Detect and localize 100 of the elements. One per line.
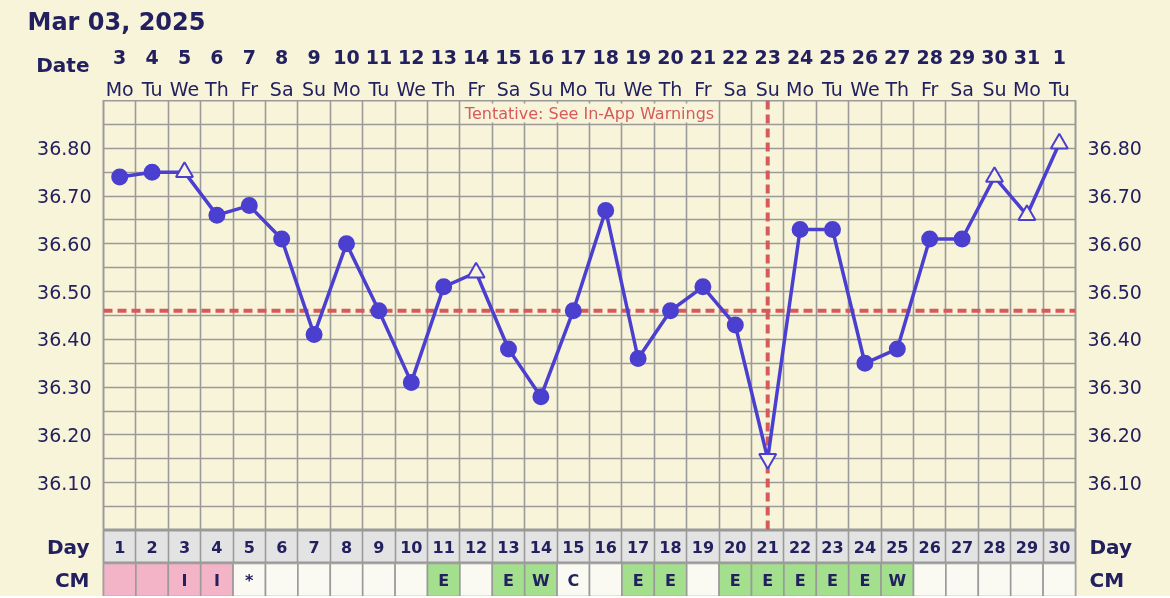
x-tick-label: 22 (722, 46, 749, 69)
text: Tu (367, 77, 390, 100)
point (953, 230, 971, 248)
text: Tu (821, 77, 843, 100)
text: Th (430, 77, 456, 100)
point (370, 302, 388, 320)
y-tick-label: 36.70 (37, 185, 92, 208)
point (500, 340, 517, 358)
text: We (396, 77, 426, 100)
x-tick-label: 10 (333, 46, 360, 69)
point (662, 302, 679, 320)
x2-tick-label: 12 (464, 538, 488, 557)
point (791, 221, 809, 238)
x-tick-label: E (762, 570, 774, 590)
x2-tick-label: 5 (243, 538, 255, 557)
point (985, 166, 1004, 183)
y2-tick-label: 36.30 (1087, 376, 1142, 399)
point (824, 221, 841, 238)
text: Fr (467, 77, 485, 100)
text: Tu (1047, 77, 1070, 100)
x2-tick-label: 27 (950, 538, 974, 557)
x-tick-label: E (632, 570, 644, 590)
y-tick-label: 36.20 (37, 423, 92, 446)
x2-tick-label: 9 (373, 538, 385, 557)
text: Mo (1012, 77, 1041, 100)
x2-tick-label: 28 (983, 538, 1006, 557)
y-tick-label: 36.80 (37, 137, 92, 160)
point (532, 388, 550, 406)
x2-tick-label: 19 (691, 538, 715, 557)
x-tick-label: W (532, 570, 551, 590)
x2-tick-label: 23 (821, 538, 844, 557)
x-tick-label: 13 (430, 46, 457, 69)
x2-tick-label: 16 (594, 538, 617, 557)
x-tick-label: E (503, 570, 514, 590)
x-tick-label: 25 (819, 46, 846, 69)
x-tick-label: 30 (981, 46, 1008, 69)
point (111, 168, 129, 186)
x2-tick-label: 8 (340, 538, 353, 557)
x2-tick-label: 18 (659, 538, 682, 557)
x-tick-label: E (859, 570, 871, 590)
x-tick-label: 5 (177, 46, 192, 69)
x2-tick-label: 29 (1015, 538, 1039, 557)
x2-tick-label: 14 (529, 538, 553, 557)
point (143, 163, 161, 181)
annotation: Tentative: See In-App Warnings (463, 103, 715, 123)
text: Th (204, 77, 229, 100)
text: We (623, 77, 653, 100)
x-tick-label: I (213, 570, 220, 590)
x-tick-label: * (245, 570, 255, 590)
point (694, 278, 712, 296)
text: We (169, 77, 200, 100)
chart-title: Mar 03, 2025 (27, 7, 206, 36)
x-tick-label: 23 (754, 46, 781, 69)
x2-tick-label: 15 (562, 538, 585, 557)
point (564, 302, 582, 320)
x2-tick-label: 22 (788, 538, 812, 557)
point (1017, 204, 1037, 222)
x2-tick-label: 25 (886, 538, 909, 557)
point (888, 340, 906, 358)
x-tick-label: 8 (275, 46, 289, 69)
text: Sa (950, 77, 974, 100)
x-tick-label: C (567, 570, 580, 590)
x2-tick-label: 11 (432, 538, 455, 557)
y2-tick-label: 36.40 (1087, 328, 1142, 351)
y2-tick-label: 36.60 (1087, 232, 1142, 255)
x-tick-label: 19 (624, 46, 652, 69)
point (629, 350, 647, 367)
text: Fr (240, 77, 259, 100)
point (1049, 132, 1069, 150)
x2-axis-title: Day (46, 535, 90, 559)
x-tick-label: W (888, 570, 907, 590)
y-tick-label: 36.10 (37, 471, 92, 494)
x2-tick-label: 24 (853, 538, 877, 557)
chart-title: CM (1089, 568, 1125, 592)
x-tick-label: 21 (689, 46, 717, 69)
x2-tick-label: 30 (1048, 538, 1071, 557)
point (856, 354, 874, 372)
text: Fr (694, 77, 712, 100)
text: Sa (723, 77, 748, 100)
x-tick-label: 9 (307, 46, 321, 69)
text: Su (982, 77, 1007, 100)
x2-tick-label: 17 (626, 538, 650, 557)
x-tick-label: 6 (210, 46, 224, 69)
x-tick-label: 7 (242, 46, 256, 69)
x-axis-title: Date (36, 52, 90, 77)
text: We (850, 77, 880, 100)
x-tick-label: 4 (145, 46, 159, 69)
x-tick-label: 3 (113, 46, 127, 69)
x2-tick-label: 26 (918, 538, 941, 557)
text: Mo (105, 77, 134, 100)
y-tick-label: 36.40 (37, 328, 92, 351)
text: Mo (786, 77, 815, 100)
text: Su (302, 77, 327, 100)
x-tick-label: 1 (1052, 46, 1066, 69)
text: Mo (332, 77, 361, 100)
x-tick-label: 28 (916, 46, 943, 69)
x2-tick-label: 21 (756, 538, 779, 557)
y-tick-label: 36.50 (37, 280, 92, 303)
y2-tick-label: 36.80 (1087, 137, 1142, 160)
x-tick-label: 27 (884, 46, 911, 69)
